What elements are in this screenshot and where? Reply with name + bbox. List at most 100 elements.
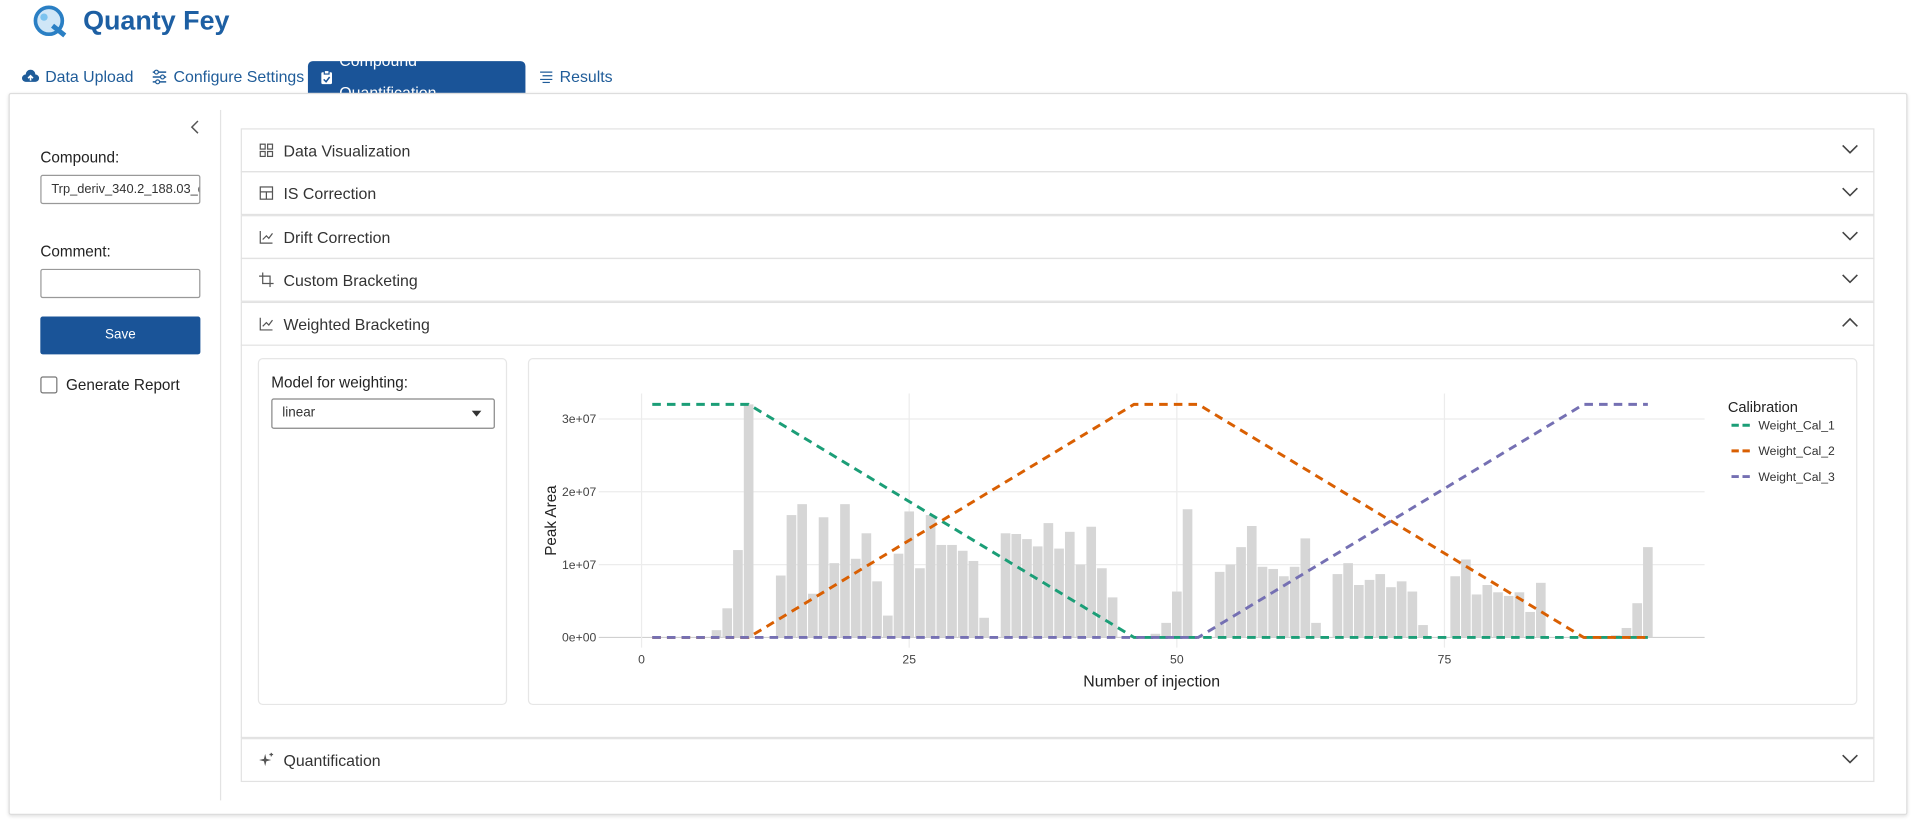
logo xyxy=(33,5,67,38)
bar xyxy=(1375,574,1386,638)
accordion-header[interactable]: IS Correction xyxy=(240,171,1875,216)
bar xyxy=(1450,576,1460,638)
chart: 0e+00 1e+07 2e+07 3e+07 0 25 50 75 Number of inj… xyxy=(543,393,1835,691)
bar xyxy=(1354,584,1364,638)
bar xyxy=(1311,622,1321,638)
x-tick-label: 25 xyxy=(902,653,916,667)
legend-label: Weight_Cal_3 xyxy=(1758,470,1835,484)
accordion-header[interactable]: Custom Bracketing xyxy=(240,257,1875,302)
bar xyxy=(936,544,947,638)
accordion-title: Data Visualization xyxy=(283,141,411,160)
compound-select[interactable]: Trp_deriv_340.2_188.03_qu xyxy=(40,174,201,205)
y-tick-label: 1e+07 xyxy=(562,558,596,572)
bar xyxy=(1300,538,1311,638)
bar xyxy=(1461,559,1471,638)
x-tick-label: 0 xyxy=(638,653,645,667)
bar xyxy=(797,504,807,638)
compound-label: Compound: xyxy=(40,149,120,167)
bar xyxy=(840,504,850,638)
sidebar-divider xyxy=(219,109,222,801)
bar xyxy=(733,550,743,638)
bar xyxy=(1332,574,1343,638)
bar xyxy=(1503,595,1514,638)
accordion-header[interactable]: Weighted Bracketing xyxy=(240,301,1875,346)
x-tick-label: 50 xyxy=(1170,653,1184,667)
bar xyxy=(1535,582,1546,638)
bar xyxy=(829,563,840,638)
bar xyxy=(1022,539,1032,638)
bar xyxy=(1268,568,1279,638)
bar xyxy=(1225,564,1236,638)
bar xyxy=(1471,594,1482,638)
bar xyxy=(1482,584,1493,638)
bar xyxy=(1621,627,1632,638)
comment-input[interactable] xyxy=(40,268,201,299)
bar xyxy=(1418,625,1428,638)
tab-label: Compound Quantification xyxy=(339,51,437,102)
bar xyxy=(1246,526,1257,638)
model-label: Model for weighting: xyxy=(271,373,408,392)
bar xyxy=(968,560,979,638)
accordion-title: Drift Correction xyxy=(283,227,391,247)
bar xyxy=(1279,576,1289,638)
bar xyxy=(1064,531,1075,638)
bar xyxy=(743,404,754,638)
bar xyxy=(1075,564,1086,638)
chart-card xyxy=(527,358,1858,706)
accordion-title: Weighted Bracketing xyxy=(283,314,430,333)
bar xyxy=(1289,566,1300,638)
compound-value: Trp_deriv_340.2_188.03_qu xyxy=(51,182,201,197)
bar xyxy=(1182,509,1193,638)
bar xyxy=(1043,523,1054,638)
weighting-card xyxy=(257,358,508,706)
legend-label: Weight_Cal_2 xyxy=(1758,444,1835,458)
bar xyxy=(711,630,722,638)
y-tick-label: 2e+07 xyxy=(562,485,596,499)
report-checkbox[interactable] xyxy=(40,376,58,394)
bar xyxy=(722,608,733,638)
legend-label: Weight_Cal_1 xyxy=(1758,419,1835,433)
bar xyxy=(979,617,989,638)
bar xyxy=(1172,591,1182,638)
bar xyxy=(947,544,957,638)
bar xyxy=(1396,581,1407,638)
tab-active[interactable]: Compound Quantification xyxy=(307,51,526,101)
accordion-title: Custom Bracketing xyxy=(283,270,418,289)
tab[interactable]: Data Upload xyxy=(10,61,146,93)
accordion-header[interactable]: Quantification xyxy=(240,738,1875,783)
bar xyxy=(786,515,797,638)
bar xyxy=(818,517,829,638)
bar xyxy=(1643,547,1653,638)
bar xyxy=(1364,579,1375,638)
bar xyxy=(882,615,893,638)
tab[interactable]: Results xyxy=(527,61,625,93)
bar xyxy=(1407,591,1418,638)
bar xyxy=(1632,603,1642,638)
accordion-header[interactable]: Data Visualization xyxy=(240,128,1875,173)
y-tick-label: 0e+00 xyxy=(562,631,596,645)
model-select[interactable]: linear xyxy=(271,398,495,429)
bar xyxy=(893,553,904,638)
bar xyxy=(1161,622,1171,638)
line-series xyxy=(652,402,1648,639)
app-title: Quanty Fey xyxy=(83,4,230,36)
save-button[interactable]: Save xyxy=(40,316,201,355)
bar xyxy=(1386,587,1396,638)
bar xyxy=(1032,546,1043,638)
bar xyxy=(925,515,936,638)
bar xyxy=(1514,592,1525,638)
bar xyxy=(775,575,786,638)
bar xyxy=(1107,597,1118,638)
bar xyxy=(1525,611,1535,638)
y-tick-label: 3e+07 xyxy=(562,412,596,426)
bar xyxy=(1086,526,1097,638)
save-label: Save xyxy=(105,327,136,343)
tab[interactable]: Configure Settings xyxy=(139,61,316,93)
accordion-header[interactable]: Drift Correction xyxy=(240,215,1875,260)
accordion-title: Quantification xyxy=(283,750,381,770)
collapse-button[interactable] xyxy=(189,120,201,135)
bar xyxy=(1343,563,1353,638)
bar xyxy=(904,511,915,638)
bar xyxy=(1214,571,1225,638)
